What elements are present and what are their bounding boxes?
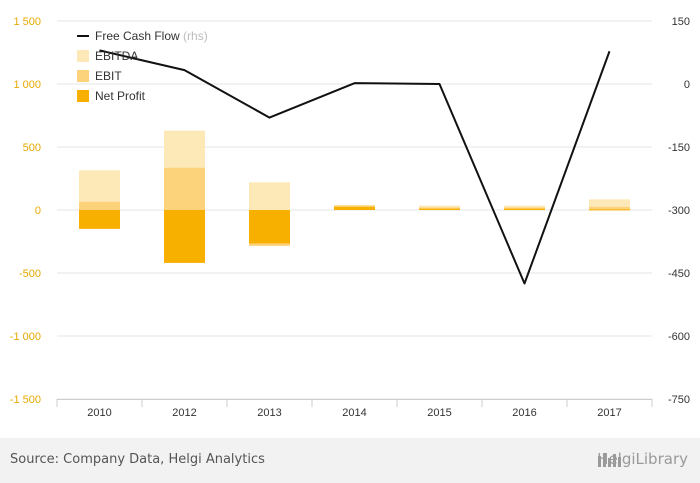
library-logo-icon [598, 453, 622, 467]
chart: 1 500 1 000 500 0 -500 -1 000 -1 500 150 0 -150 -3… [10, 16, 690, 419]
legend-label: EBIT [95, 69, 122, 83]
bars [79, 130, 630, 263]
y-left-tick-label: 1 500 [13, 16, 41, 28]
y-right-tick-label: 0 [684, 79, 690, 91]
bar-ebit [504, 207, 545, 210]
y-right-tick-label: -150 [668, 142, 690, 154]
legend-label-text: EBIT [95, 69, 122, 83]
y-right-tick-label: -600 [668, 331, 690, 343]
legend-label-text: Net Profit [95, 89, 146, 103]
y-left-tick-label: -500 [19, 268, 41, 280]
bar-net-profit [334, 206, 375, 210]
line-series [99, 49, 611, 285]
y-left-tick-label: -1 500 [10, 394, 41, 406]
bar-ebit [164, 167, 205, 210]
x-tick-label: 2015 [427, 407, 451, 419]
y-left-tick-label: 1 000 [13, 79, 41, 91]
legend-marker-square [77, 70, 89, 82]
bar-net-profit [589, 209, 630, 211]
y-left-tick-label: -1 000 [10, 331, 41, 343]
y-right-tick-label: -300 [668, 205, 690, 217]
y-right-tick-label: -450 [668, 268, 690, 280]
bar-net-profit [249, 210, 290, 244]
y-right-tick-label: -750 [668, 394, 690, 406]
bar-ebitda [249, 182, 290, 210]
bar-ebitda [589, 199, 630, 210]
legend-label: EBITDA [95, 49, 138, 63]
axes: 1 500 1 000 500 0 -500 -1 000 -1 500 150 0 -150 -3… [10, 16, 690, 419]
y-left-tick-label: 500 [23, 142, 41, 154]
legend-marker-square [77, 90, 89, 102]
bar-ebit [589, 206, 630, 210]
x-tick-label: 2016 [512, 407, 536, 419]
legend-label: Free Cash Flow (rhs) [95, 29, 208, 43]
footer: Source: Company Data, Helgi Analytics He… [0, 438, 700, 483]
source-note: Source: Company Data, Helgi Analytics [10, 452, 265, 467]
y-right-tick-label: 150 [672, 16, 690, 28]
legend-label-text: Free Cash Flow [95, 29, 180, 43]
bar-net-profit [164, 210, 205, 263]
line-free-cash-flow [99, 49, 611, 285]
bar-net-profit [504, 208, 545, 210]
brand: HelgiLibrary [597, 450, 688, 468]
x-tick-label: 2010 [87, 407, 111, 419]
x-tick-label: 2013 [257, 407, 281, 419]
legend-label: Net Profit [95, 89, 146, 103]
bar-net-profit [419, 208, 460, 210]
legend-label-text: EBITDA [95, 49, 138, 63]
bar-ebit [79, 201, 120, 210]
legend: Free Cash Flow (rhs) EBITDA EBIT Net Profit [77, 29, 208, 103]
legend-label-suffix: (rhs) [180, 29, 208, 43]
x-tick-label: 2017 [597, 407, 621, 419]
legend-marker-square [77, 50, 89, 62]
x-tick-label: 2012 [172, 407, 196, 419]
bar-ebit [419, 207, 460, 210]
bar-net-profit [79, 210, 120, 229]
x-tick-label: 2014 [342, 407, 366, 419]
y-left-tick-label: 0 [35, 205, 41, 217]
